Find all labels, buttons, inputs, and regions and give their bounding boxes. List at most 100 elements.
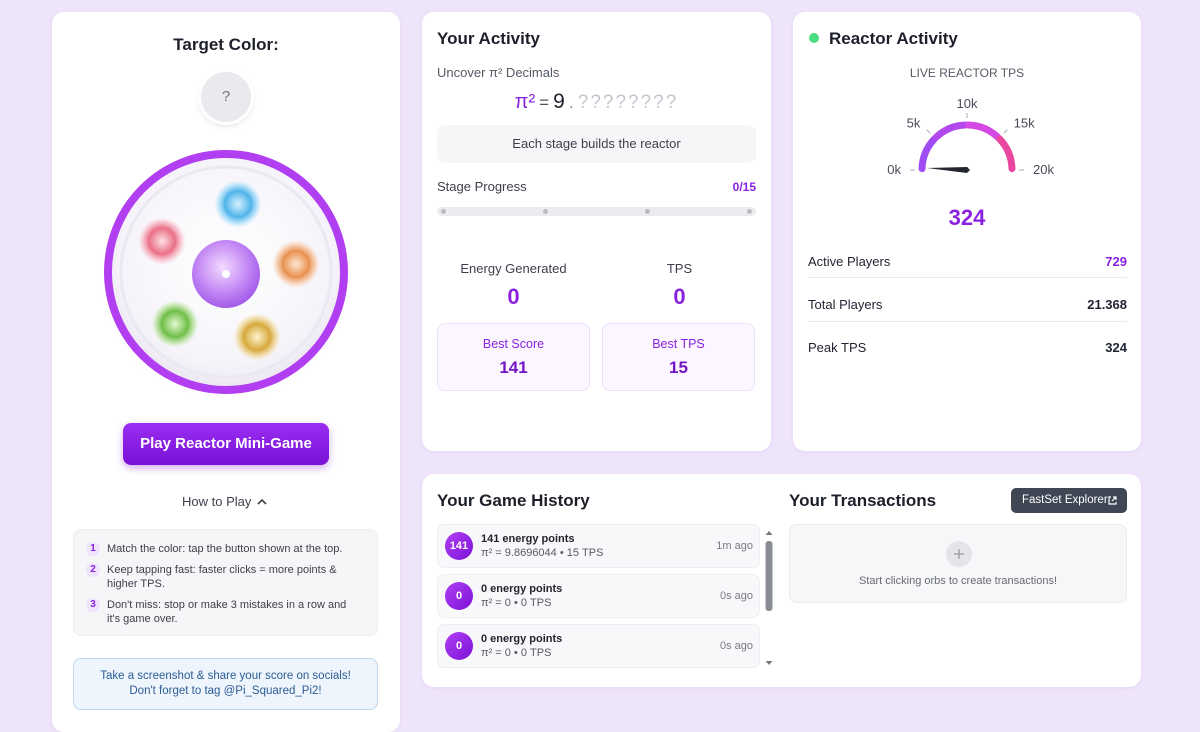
scrollbar[interactable] bbox=[763, 527, 775, 669]
gauge-needle bbox=[927, 167, 970, 173]
energy-value: 0 bbox=[507, 284, 520, 309]
stage-note: Each stage builds the reactor bbox=[437, 125, 756, 163]
empty-note: Start clicking orbs to create transactio… bbox=[858, 575, 1058, 587]
target-label: Target Color: bbox=[173, 35, 279, 54]
best-score-value: 141 bbox=[499, 358, 528, 377]
gauge-tick-label: 15k bbox=[1014, 115, 1035, 130]
entry-points: 0 energy points bbox=[481, 583, 563, 595]
stat-row: Active Players 729 bbox=[808, 254, 1127, 269]
gauge-segment bbox=[932, 121, 970, 141]
history-list: 141 141 energy points π² = 9.8696044 • 15 … bbox=[437, 522, 775, 668]
reactor-card bbox=[793, 12, 1141, 451]
step-number: 1 bbox=[86, 542, 100, 556]
equals: = bbox=[539, 93, 550, 112]
tps-label: TPS bbox=[666, 261, 693, 276]
entry-time: 1m ago bbox=[716, 540, 753, 552]
gauge-tick-label: 20k bbox=[1033, 162, 1054, 177]
stage-dot bbox=[441, 209, 446, 214]
step-number: 3 bbox=[86, 598, 100, 612]
stat-label: Peak TPS bbox=[808, 340, 867, 355]
gauge-tick-label: 0k bbox=[887, 162, 901, 177]
chevron-up bbox=[257, 498, 267, 505]
entry-badge: 0 bbox=[445, 632, 473, 660]
chevron-path bbox=[257, 498, 267, 505]
history-entry[interactable]: 0 0 energy points π² = 0 • 0 TPS 0s ago bbox=[437, 574, 760, 618]
gauge-label: LIVE REACTOR TPS bbox=[909, 66, 1025, 80]
entry-time: 0s ago bbox=[719, 590, 753, 602]
gauge-segment bbox=[918, 135, 938, 173]
plus-path bbox=[954, 549, 964, 559]
gauge-tick bbox=[926, 129, 931, 134]
entry-detail: π² = 9.8696044 • 15 TPS bbox=[481, 547, 604, 559]
orb-orange[interactable] bbox=[272, 240, 320, 288]
gauge-tick-label: 5k bbox=[907, 115, 921, 130]
icon-path bbox=[1108, 496, 1117, 505]
entry-badge: 141 bbox=[445, 532, 473, 560]
step-number: 2 bbox=[86, 563, 100, 577]
best-tps-box: Best TPS 15 bbox=[602, 323, 755, 391]
best-score-label: Best Score bbox=[482, 337, 545, 351]
gauge-tick bbox=[1003, 129, 1008, 134]
live-dot bbox=[809, 33, 819, 43]
stage-dot bbox=[747, 209, 752, 214]
separator bbox=[808, 321, 1127, 322]
gauge-segment bbox=[964, 121, 1002, 141]
entry-badge: 0 bbox=[445, 582, 473, 610]
external-icon bbox=[1108, 496, 1117, 505]
core-dot bbox=[222, 270, 230, 278]
best-tps-value: 15 bbox=[669, 358, 688, 377]
decimal-point: . bbox=[568, 92, 574, 112]
share-note: Take a screenshot & share your score on … bbox=[73, 658, 378, 710]
scroll-down[interactable] bbox=[765, 661, 773, 665]
stage-label: Stage Progress bbox=[437, 179, 527, 194]
entry-points: 141 energy points bbox=[481, 533, 575, 545]
history-entry[interactable]: 141 141 energy points π² = 9.8696044 • 15 … bbox=[437, 524, 760, 568]
stage-track bbox=[437, 207, 756, 216]
scroll-up[interactable] bbox=[765, 531, 773, 535]
orb-green[interactable] bbox=[151, 300, 199, 348]
best-score-box: Best Score 141 bbox=[437, 323, 590, 391]
how-to-play-toggle[interactable]: How to Play bbox=[182, 494, 252, 509]
step-text: Keep tapping fast: faster clicks = more … bbox=[107, 564, 337, 590]
energy-label: Energy Generated bbox=[460, 261, 567, 276]
stat-value: 21.368 bbox=[1087, 297, 1127, 312]
orb-blue[interactable] bbox=[214, 180, 262, 228]
reactor-title: Reactor Activity bbox=[829, 29, 958, 48]
step-text: Don't miss: stop or make 3 mistakes in a… bbox=[107, 599, 347, 625]
gauge-value: 324 bbox=[948, 205, 986, 230]
gauge-tick-label: 10k bbox=[957, 96, 978, 111]
scroll-thumb[interactable] bbox=[765, 541, 773, 611]
pi-display: π² = 9 . ???????? bbox=[437, 90, 756, 114]
stage-value: 0/15 bbox=[732, 180, 756, 194]
reactor-graphic bbox=[97, 147, 355, 405]
gauge-segment bbox=[996, 135, 1016, 173]
entry-detail: π² = 0 • 0 TPS bbox=[481, 647, 552, 659]
stage-dot bbox=[543, 209, 548, 214]
inner-ring bbox=[119, 165, 333, 379]
history-title: Your Game History bbox=[437, 491, 590, 510]
stat-row: Peak TPS 324 bbox=[808, 340, 1127, 355]
activity-title: Your Activity bbox=[437, 29, 540, 48]
orb-pink[interactable] bbox=[138, 217, 186, 265]
integer-digit: 9 bbox=[553, 90, 565, 113]
step-text: Match the color: tap the button shown at… bbox=[107, 543, 343, 555]
tps-value: 0 bbox=[673, 284, 686, 309]
entry-time: 0s ago bbox=[719, 640, 753, 652]
stat-value: 324 bbox=[1105, 340, 1127, 355]
history-entry[interactable]: 0 0 energy points π² = 0 • 0 TPS 0s ago bbox=[437, 624, 760, 668]
hidden-digits: ???????? bbox=[577, 92, 679, 113]
explorer-label: FastSet Explorer bbox=[1022, 494, 1108, 506]
stat-label: Total Players bbox=[808, 297, 883, 312]
orb-yellow[interactable] bbox=[233, 313, 281, 361]
stage-dot bbox=[645, 209, 650, 214]
stat-value: 729 bbox=[1105, 254, 1127, 269]
play-button[interactable]: Play Reactor Mini-Game bbox=[123, 423, 329, 465]
decimals-label: Uncover π² Decimals bbox=[437, 65, 560, 80]
separator bbox=[808, 277, 1127, 278]
explorer-button[interactable]: FastSet Explorer bbox=[1011, 488, 1127, 513]
stat-label: Active Players bbox=[808, 254, 891, 269]
transactions-empty: Start clicking orbs to create transactio… bbox=[789, 524, 1127, 603]
plus-icon bbox=[946, 541, 972, 567]
